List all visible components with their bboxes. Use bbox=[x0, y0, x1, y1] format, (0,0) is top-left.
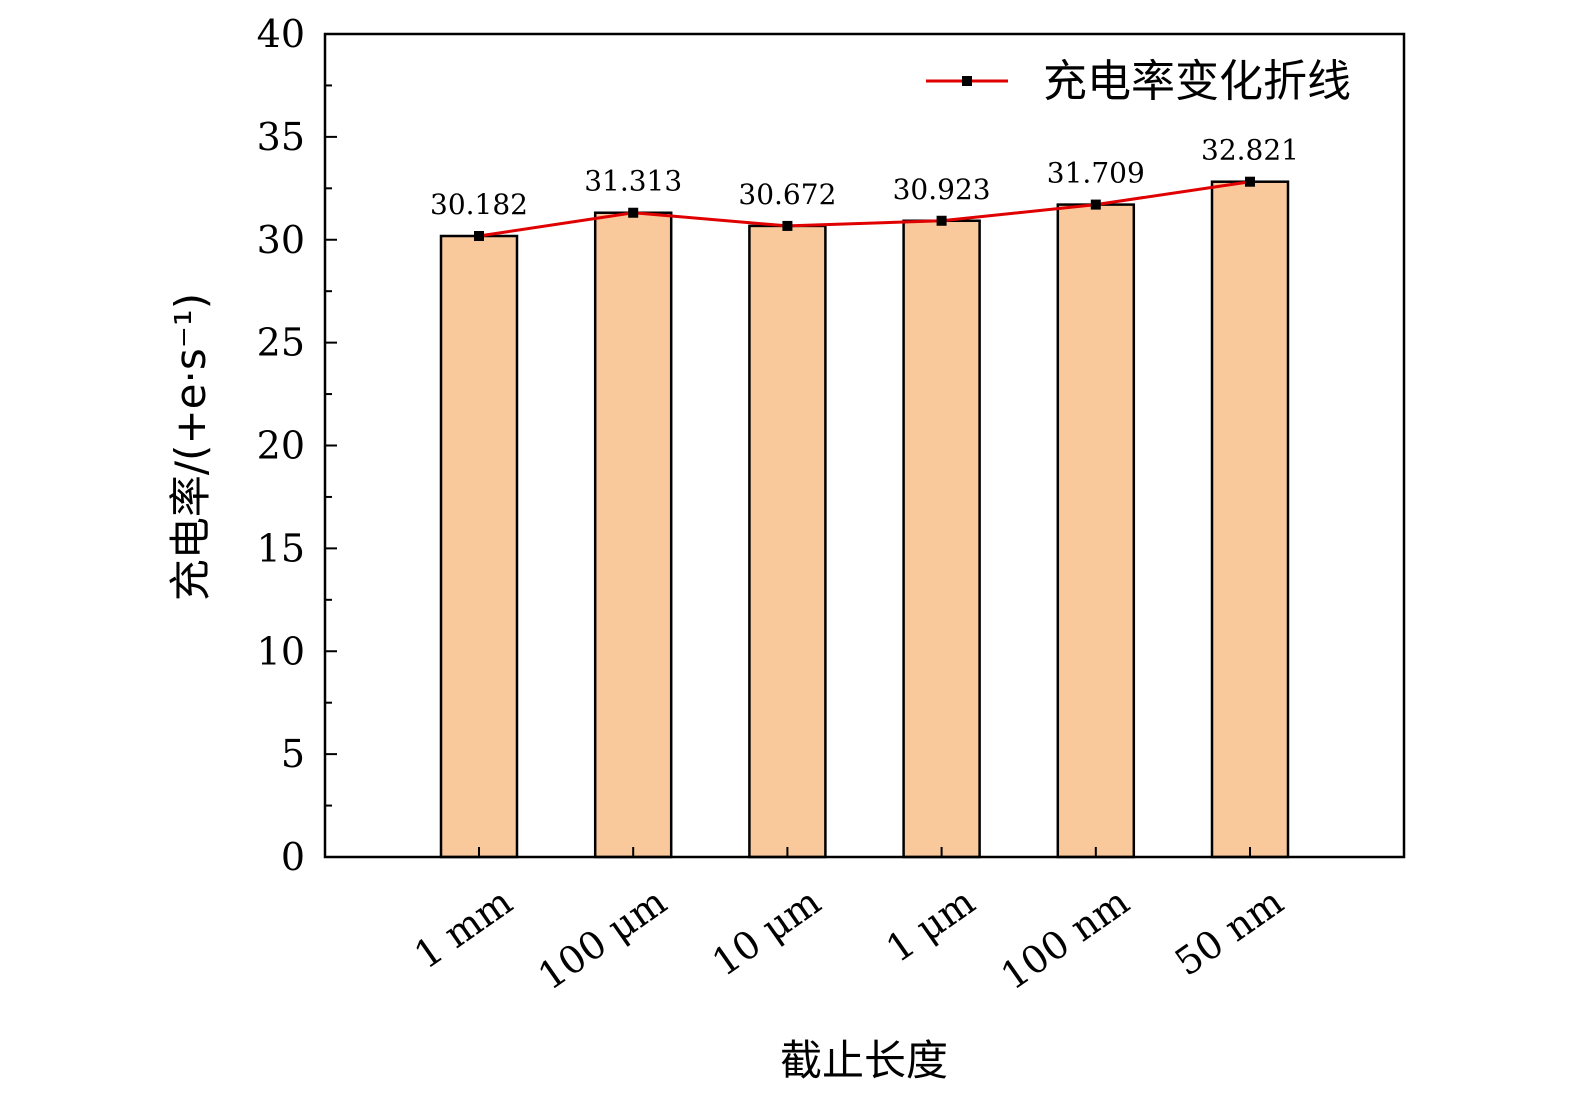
bar-1 bbox=[439, 234, 519, 859]
x-tick-label-4: 1 μm bbox=[878, 879, 983, 971]
y-ticks-group: 0 5 10 15 20 25 30 35 40 bbox=[257, 12, 337, 879]
bar-4 bbox=[902, 219, 981, 859]
data-label-6: 32.821 bbox=[1201, 134, 1299, 167]
line-marker-4 bbox=[936, 215, 947, 226]
x-tick-label-1: 1 mm bbox=[406, 879, 520, 977]
data-label-1: 30.182 bbox=[430, 188, 528, 221]
y-tick-label-20: 20 bbox=[257, 424, 305, 468]
y-tick-label-15: 15 bbox=[257, 526, 305, 570]
line-marker-5 bbox=[1090, 199, 1101, 210]
line-marker-3 bbox=[782, 220, 793, 231]
bar-3 bbox=[748, 224, 827, 859]
x-tick-label-2: 100 μm bbox=[530, 879, 674, 998]
y-tick-label-30: 30 bbox=[257, 218, 305, 262]
x-tick-label-6: 50 nm bbox=[1167, 879, 1291, 984]
x-axis-title: 截止长度 bbox=[780, 1036, 948, 1085]
y-tick-label-0: 0 bbox=[281, 835, 305, 879]
y-tick-label-40: 40 bbox=[257, 12, 305, 56]
line-marker-6 bbox=[1245, 176, 1255, 187]
y-tick-label-35: 35 bbox=[257, 115, 305, 159]
bar-5 bbox=[1056, 203, 1136, 859]
rate-line bbox=[478, 180, 1251, 238]
line-marker-1 bbox=[474, 231, 484, 242]
y-tick-label-25: 25 bbox=[257, 321, 305, 365]
data-label-4: 30.923 bbox=[893, 173, 991, 206]
bars-group bbox=[439, 180, 1290, 859]
legend: 充电率变化折线 bbox=[926, 56, 1351, 107]
x-tick-label-3: 10 μm bbox=[704, 879, 828, 985]
data-label-2: 31.313 bbox=[584, 165, 682, 198]
bar-6 bbox=[1210, 180, 1290, 859]
y-axis-title: 充电率/(+e·s⁻¹) bbox=[166, 293, 215, 601]
x-ticks-group: 1 mm 100 μm 10 μm 1 μm 100 nm 50 nm bbox=[406, 847, 1291, 999]
y-tick-label-10: 10 bbox=[257, 629, 305, 673]
legend-label: 充电率变化折线 bbox=[1043, 56, 1351, 107]
data-label-5: 31.709 bbox=[1047, 157, 1145, 190]
data-label-3: 30.672 bbox=[738, 178, 836, 211]
legend-marker-swatch bbox=[962, 76, 972, 86]
line-marker-2 bbox=[628, 207, 639, 218]
bar-2 bbox=[593, 211, 673, 859]
y-tick-label-5: 5 bbox=[281, 732, 305, 776]
x-tick-label-5: 100 nm bbox=[993, 879, 1137, 998]
line-series-group: 30.182 31.313 30.672 30.923 31.709 32.821 bbox=[430, 134, 1299, 242]
